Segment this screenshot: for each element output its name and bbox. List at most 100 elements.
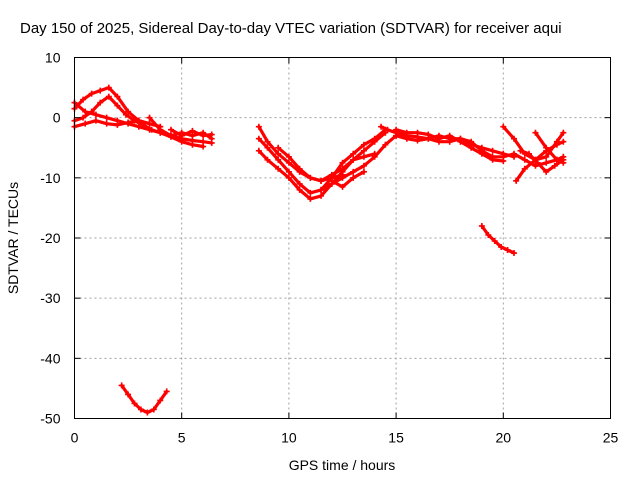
data-point	[498, 244, 505, 251]
data-point	[532, 129, 539, 136]
data-point	[307, 195, 314, 202]
data-point	[114, 102, 121, 109]
data-point	[118, 382, 125, 389]
y-tick-label: -40	[40, 350, 60, 366]
data-point	[150, 406, 157, 413]
y-axis-label: SDTVAR / TECUs	[5, 182, 21, 294]
data-point	[146, 120, 153, 127]
data-point	[350, 150, 357, 157]
data-point	[489, 147, 496, 154]
data-point	[560, 138, 567, 145]
data-point	[307, 174, 314, 181]
x-tick-label: 20	[496, 430, 512, 446]
data-point	[105, 84, 112, 91]
data-point	[167, 126, 174, 133]
data-point	[511, 135, 518, 142]
data-point	[167, 132, 174, 139]
data-point	[382, 141, 389, 148]
data-point	[125, 108, 132, 115]
x-tick-label: 0	[71, 430, 79, 446]
chart-title: Day 150 of 2025, Sidereal Day-to-day VTE…	[20, 20, 562, 37]
data-point	[403, 135, 410, 142]
data-series	[71, 84, 567, 416]
data-point	[80, 114, 87, 121]
data-point	[425, 135, 432, 142]
data-point	[114, 93, 121, 100]
data-point	[296, 180, 303, 187]
series-line-track-20	[533, 131, 565, 165]
data-point	[92, 111, 99, 118]
y-tick-label: -50	[40, 411, 60, 427]
series-line-track-13	[330, 170, 366, 189]
data-point	[285, 159, 292, 166]
data-point	[513, 177, 520, 184]
data-point	[339, 183, 346, 190]
data-point	[285, 168, 292, 175]
data-point	[88, 90, 95, 97]
data-point	[275, 156, 282, 163]
data-point	[553, 141, 560, 148]
series-line-track-21	[480, 224, 516, 255]
data-point	[403, 129, 410, 136]
data-point	[521, 156, 528, 163]
data-point	[264, 144, 271, 151]
data-point	[135, 117, 142, 124]
data-point	[360, 153, 367, 160]
data-point	[285, 174, 292, 181]
y-tick-label: -10	[40, 170, 60, 186]
data-point	[560, 159, 567, 166]
data-point	[97, 99, 104, 106]
data-point	[275, 144, 282, 151]
data-point	[103, 114, 110, 121]
data-point	[500, 157, 507, 164]
x-tick-label: 10	[281, 430, 297, 446]
data-point	[532, 162, 539, 169]
data-point	[178, 138, 185, 145]
data-point	[560, 129, 567, 136]
data-point	[82, 108, 89, 115]
data-point	[500, 150, 507, 157]
data-point	[393, 132, 400, 139]
data-point	[504, 247, 511, 254]
data-point	[208, 131, 215, 138]
data-point	[485, 231, 492, 238]
y-tick-label: 0	[53, 110, 61, 126]
data-point	[371, 138, 378, 145]
data-point	[360, 147, 367, 154]
data-point	[468, 141, 475, 148]
data-point	[275, 165, 282, 172]
data-point	[163, 388, 170, 395]
data-point	[275, 150, 282, 157]
data-point	[489, 156, 496, 163]
data-point	[328, 171, 335, 178]
y-tick-label: 10	[45, 50, 61, 66]
data-point	[511, 153, 518, 160]
data-point	[339, 159, 346, 166]
data-point	[131, 400, 138, 407]
data-point	[414, 137, 421, 144]
data-point	[255, 147, 262, 154]
data-point	[255, 135, 262, 142]
data-point	[146, 114, 153, 121]
data-point	[105, 93, 112, 100]
data-point	[339, 165, 346, 172]
data-point	[350, 168, 357, 175]
data-point	[318, 192, 325, 199]
data-point	[178, 132, 185, 139]
data-point	[200, 132, 207, 139]
data-point	[144, 409, 151, 416]
data-point	[350, 156, 357, 163]
data-point	[296, 186, 303, 193]
data-point	[122, 111, 129, 118]
data-point	[478, 222, 485, 229]
data-point	[543, 168, 550, 175]
data-point	[255, 123, 262, 130]
data-point	[125, 119, 132, 126]
data-point	[137, 406, 144, 413]
data-point	[189, 141, 196, 148]
data-point	[103, 120, 110, 127]
data-point	[114, 121, 121, 128]
data-point	[264, 156, 271, 163]
data-point	[551, 162, 558, 169]
series-line-track-7	[120, 383, 169, 415]
